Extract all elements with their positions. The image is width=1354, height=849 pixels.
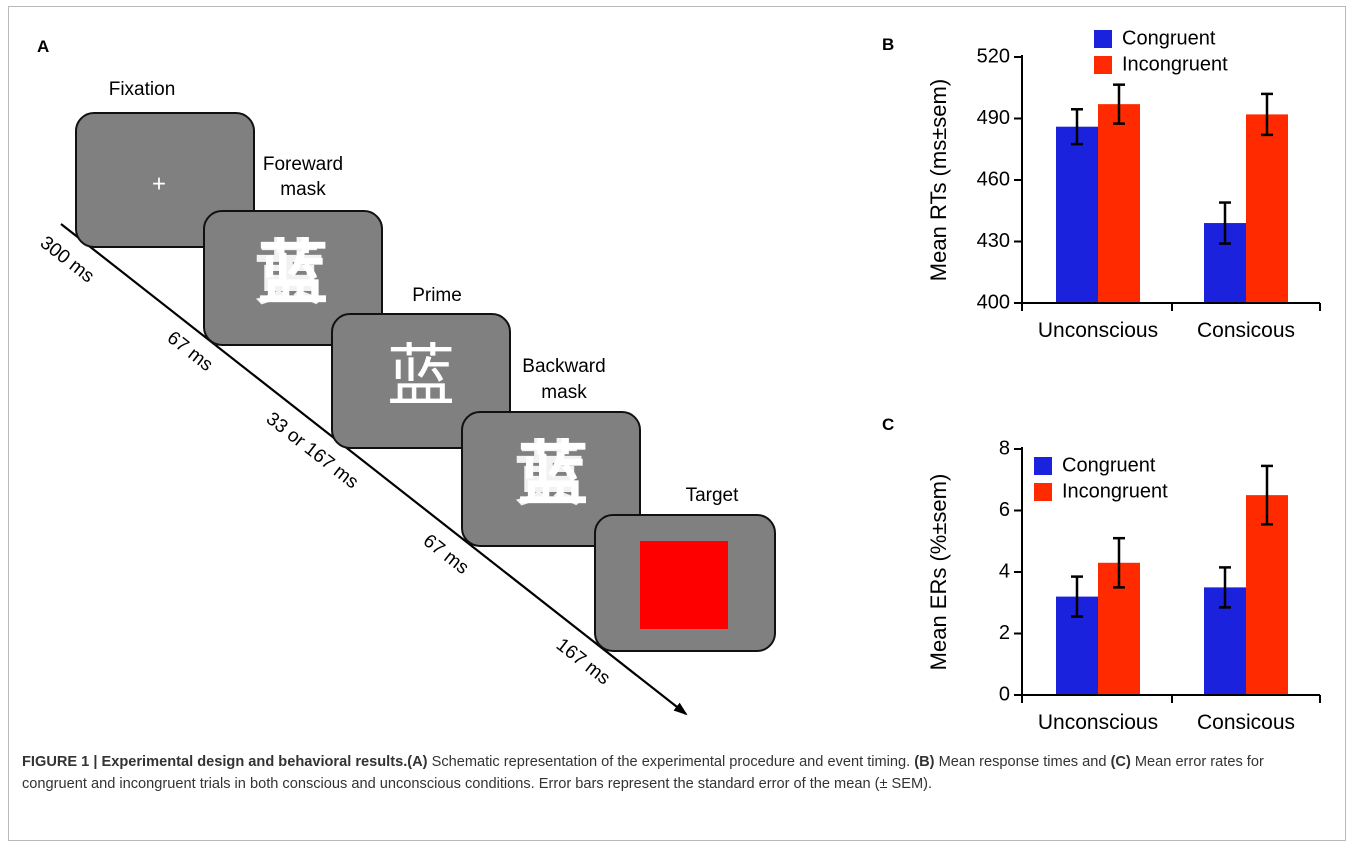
rt-bar-chart: 400 430 460 490 520 Unconscious Consicous Mean … <box>926 27 1321 342</box>
er-chart-legend-swatch-1 <box>1034 483 1052 501</box>
rt-chart-y-tick-label-1: 430 <box>977 230 1010 252</box>
panel-label-b: B <box>882 35 895 54</box>
rt-chart-y-axis-label: Mean RTs (ms±sem) <box>926 79 951 281</box>
er-chart-legend-swatch-0 <box>1034 457 1052 475</box>
er-chart-y-tick-label-2: 4 <box>999 560 1010 582</box>
panel-label-a: A <box>37 37 50 56</box>
fixation-label: Fixation <box>109 79 176 100</box>
rt-chart-error-bar-0-0 <box>1071 108 1083 146</box>
forward-mask-label-line2: mask <box>280 179 326 200</box>
er-chart-bar-incongruent-1 <box>1246 495 1288 695</box>
rt-chart-y-tick-label-0: 400 <box>977 291 1010 313</box>
target-color-square <box>640 541 728 629</box>
rt-chart-x-tick-label-0: Unconscious <box>1038 319 1158 342</box>
er-chart-legend-label-1: Incongruent <box>1062 480 1168 502</box>
rt-chart-y-tick-label-2: 460 <box>977 168 1010 190</box>
target-label: Target <box>686 485 740 506</box>
rt-chart-y-tick-label-4: 520 <box>977 45 1010 67</box>
caption-a-text: Schematic representation of the experime… <box>427 754 915 770</box>
er-bar-chart: 0 2 4 6 8 Unconscious Consicous Mean ERs (%±sem… <box>926 437 1321 734</box>
backward-mask-label-line1: Backward <box>522 356 605 377</box>
er-chart-x-tick-label-0: Unconscious <box>1038 711 1158 734</box>
caption-c-text: Mean error rates for congruent and incon… <box>22 754 1264 792</box>
rt-chart-x-tick-label-1: Consicous <box>1197 319 1295 342</box>
forward-mask-label-line1: Foreward <box>263 154 343 175</box>
rt-chart-legend-swatch-0 <box>1094 30 1112 48</box>
prime-label: Prime <box>412 285 462 306</box>
forward-mask-screen <box>203 210 383 346</box>
caption-a-tag: (A) <box>407 754 428 770</box>
er-chart-y-axis-label: Mean ERs (%±sem) <box>926 474 951 671</box>
prime-screen <box>331 313 511 449</box>
forward-mask-glyph-2: 黄 <box>254 232 324 314</box>
rt-chart-error-bar-1-1 <box>1261 92 1273 137</box>
timeline-arrow <box>60 223 688 716</box>
er-chart-error-bar-1-0 <box>1113 536 1125 589</box>
fixation-screen <box>75 112 255 248</box>
procedure-svg: + Fixation 蓝 黄 Foreward mask 蓝 Prime 蓝 黄… <box>36 79 776 716</box>
caption-b-tag: (B) <box>914 754 935 770</box>
er-chart-y-tick-label-3: 6 <box>999 499 1010 521</box>
er-chart-y-tick-label-0: 0 <box>999 683 1010 705</box>
er-chart-y-tick-label-4: 8 <box>999 437 1010 459</box>
rt-chart-legend-label-0: Congruent <box>1122 27 1216 49</box>
rt-chart-bar-incongruent-1 <box>1246 114 1288 304</box>
er-chart-x-tick-label-1: Consicous <box>1197 711 1295 734</box>
backward-mask-glyph-2: 黄 <box>514 433 584 515</box>
rt-chart-error-bar-0-1 <box>1219 201 1231 245</box>
er-chart-legend-label-0: Congruent <box>1062 454 1156 476</box>
panel-label-c: C <box>882 415 895 434</box>
backward-mask-label-line2: mask <box>541 382 587 403</box>
figure-frame: A + Fixation 蓝 黄 Foreward mask 蓝 Prime <box>8 6 1346 841</box>
er-chart-error-bar-0-0 <box>1071 575 1083 618</box>
caption-c-tag: (C) <box>1110 754 1131 770</box>
rt-chart-legend-swatch-1 <box>1094 56 1112 74</box>
procedure-schematic: A + Fixation 蓝 黄 Foreward mask 蓝 Prime <box>9 7 809 737</box>
rt-chart-legend-label-1: Incongruent <box>1122 53 1228 75</box>
forward-mask-glyph-1: 蓝 <box>258 232 328 314</box>
rt-chart-error-bar-1-0 <box>1113 83 1125 125</box>
caption-label: FIGURE 1 | Experimental design and behav… <box>22 754 408 770</box>
figure-caption: FIGURE 1 | Experimental design and behav… <box>22 751 1327 795</box>
er-chart-y-tick-label-1: 2 <box>999 622 1010 644</box>
caption-b-text: Mean response times and <box>934 754 1111 770</box>
rt-chart-y-tick-label-3: 490 <box>977 107 1010 129</box>
backward-mask-glyph-1: 蓝 <box>518 433 588 515</box>
prime-glyph: 蓝 <box>387 338 455 417</box>
er-chart-error-bar-0-1 <box>1219 566 1231 609</box>
er-chart-error-bar-1-1 <box>1261 464 1273 526</box>
backward-mask-screen <box>461 411 641 547</box>
rt-chart-bar-congruent-0 <box>1056 126 1098 303</box>
rt-chart-bar-incongruent-0 <box>1098 104 1140 304</box>
fixation-cross: + <box>152 170 166 197</box>
